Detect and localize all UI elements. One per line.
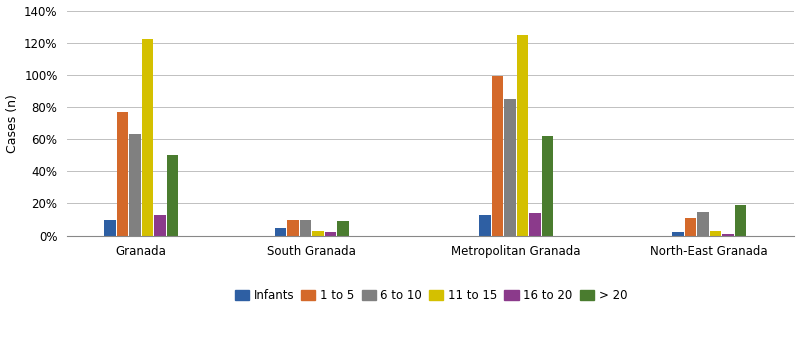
- Bar: [166, 155, 178, 236]
- Legend: Infants, 1 to 5, 6 to 10, 11 to 15, 16 to 20, > 20: Infants, 1 to 5, 6 to 10, 11 to 15, 16 t…: [232, 286, 630, 304]
- Bar: [117, 112, 128, 236]
- Bar: [312, 231, 323, 236]
- Bar: [337, 221, 349, 236]
- Y-axis label: Cases (n): Cases (n): [6, 94, 18, 153]
- Bar: [529, 213, 541, 236]
- Bar: [274, 228, 286, 236]
- Bar: [300, 220, 311, 236]
- Bar: [154, 215, 166, 236]
- Bar: [325, 233, 336, 236]
- Bar: [104, 220, 116, 236]
- Bar: [504, 99, 515, 236]
- Bar: [287, 220, 298, 236]
- Bar: [722, 234, 734, 236]
- Bar: [698, 212, 709, 236]
- Bar: [142, 39, 153, 236]
- Bar: [542, 136, 553, 236]
- Bar: [492, 76, 503, 236]
- Bar: [734, 205, 746, 236]
- Bar: [685, 218, 696, 236]
- Bar: [710, 231, 721, 236]
- Bar: [672, 233, 684, 236]
- Bar: [517, 35, 528, 236]
- Bar: [479, 215, 490, 236]
- Bar: [130, 134, 141, 236]
